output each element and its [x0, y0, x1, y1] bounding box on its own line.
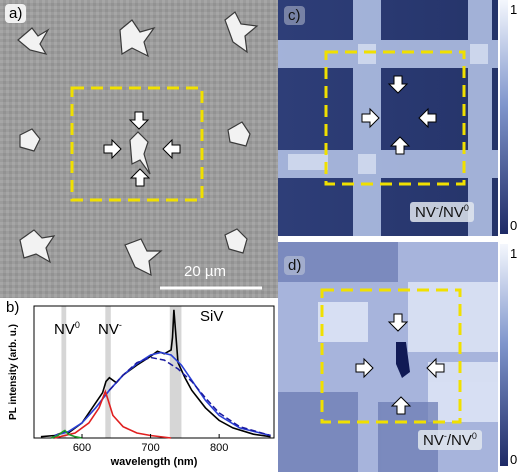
spectrum-chart: 600 700 800 wavelength (nm) PL intensity (ar…: [8, 305, 275, 468]
colorbar-c: [500, 0, 508, 234]
highlight-band-1: [105, 306, 111, 438]
colorbar-c-max: 1: [510, 2, 518, 17]
colorbar-d: [500, 244, 508, 466]
region-box-d: [320, 288, 462, 424]
ratio-label-c: NV-/NV0: [410, 202, 474, 222]
nv-ratio-map-d: d) NV-/NV0: [278, 242, 498, 472]
panel-a-label: a): [5, 4, 27, 23]
panel-d-label: d): [284, 256, 306, 275]
x-axis-label: wavelength (nm): [110, 456, 198, 468]
ratio-map-c: [278, 0, 498, 236]
series-line-1: [54, 351, 271, 437]
series-line-3: [50, 429, 83, 439]
series-line-2: [54, 389, 172, 439]
arrows-a: [103, 111, 181, 187]
x-tick-label-2: 800: [210, 442, 228, 454]
colorbar-d-max: 1: [510, 246, 518, 261]
spectrum-panel: 600 700 800 wavelength (nm) PL intensity (ar…: [0, 298, 278, 472]
series-line-4: [108, 356, 271, 437]
x-tick-label-1: 700: [141, 442, 159, 454]
sem-image-panel: a) 20 µm: [0, 0, 278, 298]
panel-c-label: c): [284, 6, 305, 25]
sem-image: [0, 0, 278, 298]
nv-ratio-map-c: c) NV-/NV0: [278, 0, 498, 236]
panel-b-label: b): [6, 299, 20, 316]
arrows-c: [361, 75, 437, 155]
x-tick-label-0: 600: [73, 442, 91, 454]
y-axis-label: PL intensity (arb. u.): [8, 324, 19, 420]
colorbar-c-min: 0: [510, 218, 518, 233]
colorbar-d-min: 0: [510, 452, 518, 467]
dark-feature-d: [396, 342, 410, 378]
peak-label-nv0: NV0: [54, 320, 80, 338]
sem-features: [17, 11, 259, 277]
plot-frame: [33, 305, 275, 439]
highlight-band-2: [169, 306, 182, 438]
peak-label-nvm: NV-: [98, 320, 122, 338]
region-box-c: [324, 50, 466, 186]
ratio-label-d: NV-/NV0: [418, 430, 482, 450]
region-box-a: [70, 86, 204, 202]
scale-bar-label: 20 µm: [184, 263, 226, 280]
peak-label-siv: SiV: [200, 308, 224, 325]
arrows-d: [355, 313, 445, 415]
highlight-band-0: [61, 306, 67, 438]
